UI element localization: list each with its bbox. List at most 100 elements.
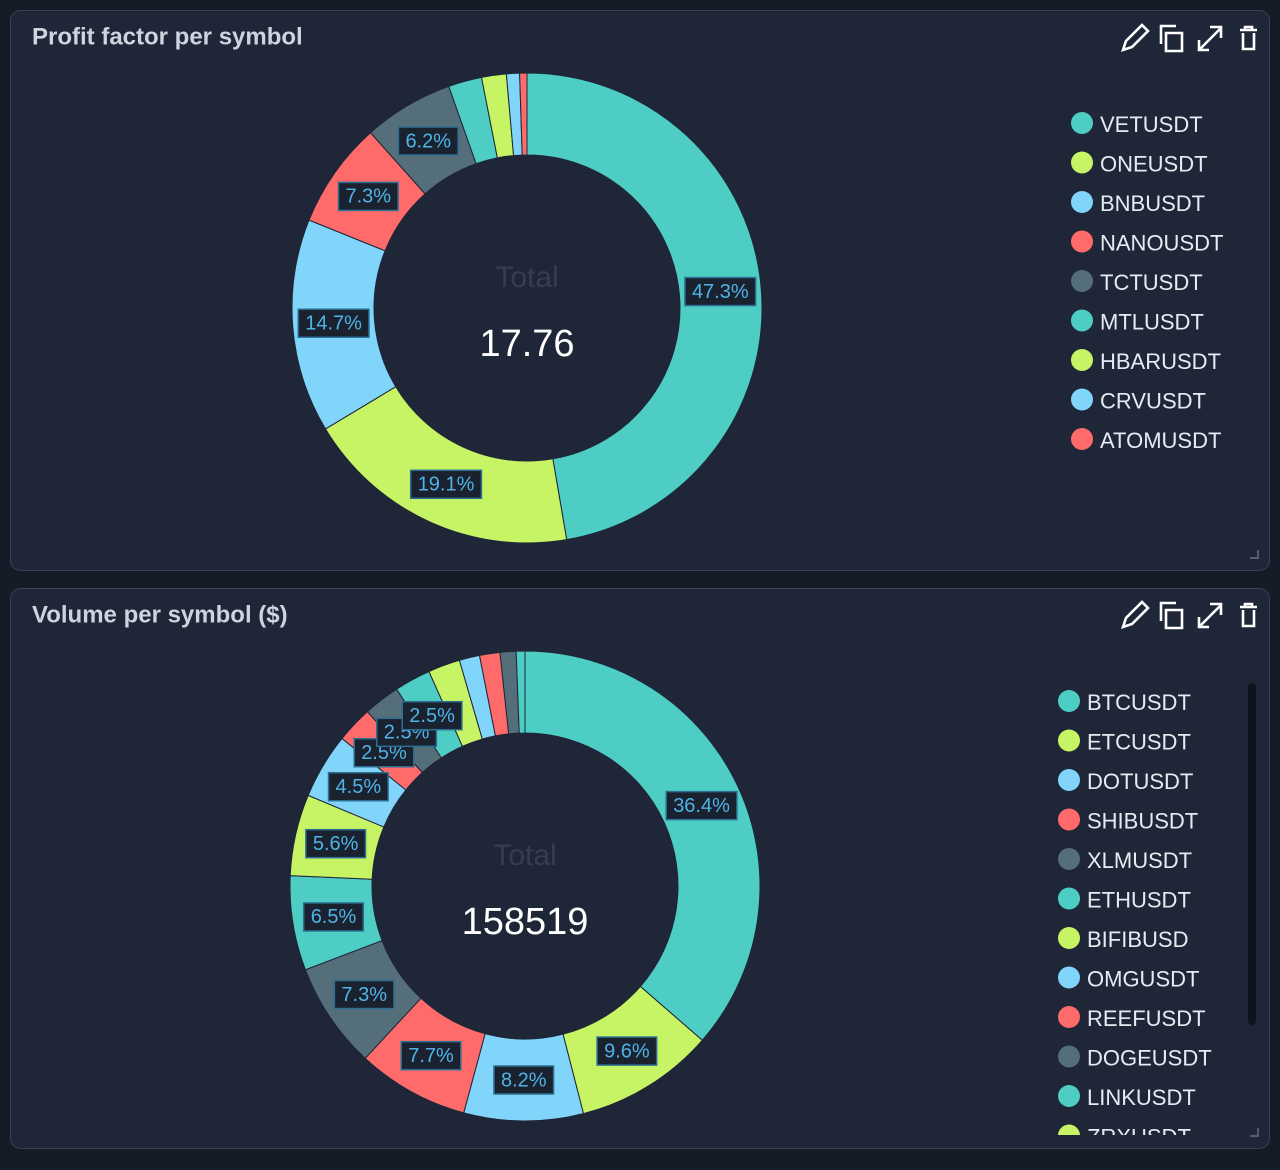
legend-label: ETCUSDT: [1087, 729, 1191, 754]
value-label-box: [493, 1065, 555, 1095]
legend-label: SHIBUSDT: [1087, 808, 1198, 833]
legend-label: DOGEUSDT: [1087, 1045, 1212, 1070]
legend: VETUSDT ONEUSDT BNBUSDT NANOUSDT TCTUSDT MTLU…: [1071, 112, 1223, 453]
legend-label: XLMUSDT: [1087, 848, 1192, 873]
center-label: Total: [493, 839, 556, 872]
copy-icon[interactable]: [1159, 601, 1184, 630]
toolbar: [1120, 23, 1257, 630]
legend-label: TCTUSDT: [1100, 270, 1203, 295]
value-label: 7.3%: [341, 984, 387, 1006]
value-label: 6.2%: [405, 130, 451, 152]
legend-marker: [1058, 848, 1080, 870]
legend-marker: [1058, 729, 1080, 752]
center-total: 17.76: [479, 323, 574, 365]
legend-label: OMGUSDT: [1087, 966, 1199, 991]
value-label: 36.4%: [673, 795, 730, 817]
legend-marker: [1058, 1045, 1080, 1068]
legend-marker: [1071, 112, 1093, 134]
legend-label: ETHUSDT: [1087, 887, 1191, 912]
icons[interactable]: [1120, 23, 1257, 53]
slice: [324, 386, 568, 544]
legend-marker: [1071, 270, 1093, 292]
value-label-box: [302, 902, 365, 932]
legend-marker: [1071, 428, 1093, 450]
legend: BTCUSDT ETCUSDT DOTUSDT SHIBUSDT XLMUSDT ETHU…: [1058, 690, 1212, 1149]
legend-marker: [1058, 769, 1080, 791]
icons[interactable]: [1120, 600, 1257, 630]
legend-marker: [1058, 690, 1080, 712]
legend-marker: [1058, 808, 1080, 831]
legend-label: BIFIBUSD: [1087, 927, 1188, 952]
legend-marker: [1071, 151, 1093, 174]
value-label: 4.5%: [336, 776, 382, 798]
legend-label: MTLUSDT: [1100, 309, 1204, 334]
legend-marker: [1058, 966, 1080, 989]
scrollbar[interactable]: [1248, 683, 1256, 1025]
delete-icon[interactable]: [1240, 602, 1257, 628]
value-label: 7.3%: [345, 186, 391, 208]
legend-marker: [1071, 388, 1093, 411]
legend-label: CRVUSDT: [1100, 388, 1206, 413]
value-label-box: [305, 828, 367, 859]
legend-label: NANOUSDT: [1100, 230, 1223, 255]
legend-label: ZRXUSDT: [1087, 1124, 1191, 1149]
panel: [10, 10, 1270, 571]
value-label: 2.5%: [361, 742, 407, 764]
value-label: 14.7%: [305, 313, 362, 335]
value-label: 9.6%: [604, 1040, 650, 1062]
value-label-box: [596, 1036, 658, 1066]
value-label: 6.5%: [311, 906, 357, 928]
value-label: 47.3%: [692, 281, 749, 303]
expand-icon[interactable]: [1197, 25, 1223, 52]
legend-label: ATOMUSDT: [1100, 428, 1221, 453]
center-label: Total: [495, 261, 558, 294]
slice: [524, 650, 761, 1042]
legend-marker: [1071, 191, 1093, 213]
value-label: 8.2%: [501, 1069, 547, 1091]
edit-icon[interactable]: [1120, 600, 1150, 630]
value-label-box: [665, 790, 738, 821]
value-label-box: [397, 126, 459, 156]
chart-title: Volume per symbol ($): [32, 601, 288, 628]
legend-label: ONEUSDT: [1100, 151, 1208, 176]
value-label-box: [333, 979, 395, 1010]
legend-label: BNBUSDT: [1100, 191, 1205, 216]
value-label-box: [400, 1040, 462, 1071]
legend-label: REEFUSDT: [1087, 1006, 1206, 1031]
legend-marker: [1058, 927, 1080, 949]
value-label-box: [297, 308, 370, 338]
legend-label: VETUSDT: [1100, 112, 1203, 137]
legend-label: HBARUSDT: [1100, 349, 1221, 374]
slice: [519, 72, 528, 156]
expand-icon[interactable]: [1197, 602, 1223, 629]
slice: [515, 650, 526, 734]
value-label-box: [327, 771, 389, 802]
legend-label: BTCUSDT: [1087, 690, 1191, 715]
value-label-box: [684, 276, 757, 307]
value-label: 5.6%: [313, 833, 359, 855]
value-label: 7.7%: [408, 1045, 454, 1067]
legend-marker: [1058, 1085, 1080, 1107]
slice: [526, 72, 763, 541]
legend-marker: [1058, 1006, 1080, 1028]
delete-icon[interactable]: [1240, 25, 1257, 51]
edit-icon[interactable]: [1120, 23, 1150, 53]
center-total: 158519: [462, 901, 589, 943]
legend-label: DOTUSDT: [1087, 769, 1193, 794]
resize-handle[interactable]: [1250, 550, 1259, 1137]
legend-label: LINKUSDT: [1087, 1085, 1196, 1110]
value-label: 19.1%: [418, 474, 475, 496]
value-label-box: [337, 181, 399, 212]
value-label-box: [401, 700, 463, 731]
chart-title: Profit factor per symbol: [32, 23, 303, 50]
value-label: 2.5%: [409, 705, 455, 727]
legend-marker: [1058, 1124, 1080, 1135]
value-label-box: [409, 469, 483, 500]
legend-marker: [1071, 309, 1093, 332]
legend-marker: [1071, 349, 1093, 371]
copy-icon[interactable]: [1159, 24, 1184, 53]
legend-marker: [1071, 230, 1093, 253]
legend-marker: [1058, 887, 1080, 910]
